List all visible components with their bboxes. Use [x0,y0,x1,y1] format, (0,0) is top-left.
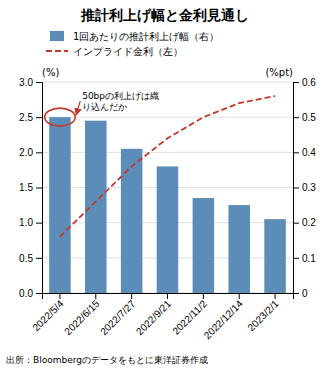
tick-label: 0.5 [19,253,33,264]
tick: 2.5 [19,112,42,123]
tick-label: 2022/7/27 [98,298,138,338]
tick-mark [36,82,42,83]
bars [49,117,286,293]
bar [121,149,143,293]
tick: 3.0 [19,77,42,88]
tick: 0.5 [19,253,42,264]
tick-label: 1.0 [19,217,33,228]
source: 出所：Bloombergのデータをもとに東洋証券作成 [6,355,208,365]
tick-label: 0.5 [302,112,316,123]
legend-label: 1回あたりの推計利上げ幅（右） [73,31,219,42]
tick-mark [36,223,42,224]
annotation-arrow [76,101,80,115]
tick-label: 1.5 [19,182,33,193]
tick: 1.0 [19,217,42,228]
grid-line [42,117,293,118]
axis-line [294,83,300,294]
tick: 0.2 [293,217,316,228]
bar [157,166,179,293]
tick-mark [59,293,60,299]
tick: 0.6 [293,77,316,88]
annotation-text: 50bpの利上げは織り込んだか [82,91,159,112]
tick-mark [293,152,299,153]
y-axis-label: (%) [42,67,59,78]
tick: 0.4 [293,147,316,158]
axis-line [36,83,43,294]
tick: 2022/6/15 [62,293,102,337]
legend-item: インプライド金利（左） [46,46,183,57]
line [60,96,275,237]
tick-mark [239,293,240,299]
tick-label: 0.2 [302,217,316,228]
tick: 2022/9/21 [134,293,174,337]
legend-item: 1回あたりの推計利上げ幅（右） [50,31,219,42]
y-axis: 0.0 0.5 1.0 1.5 2.0 2.5 3.0 [19,77,42,299]
y2-axis: 0 0.1 0.2 0.3 0.4 0.5 0.6 [293,77,316,299]
tick: 0.0 [19,288,42,299]
tick-mark [36,188,42,189]
highlight-ellipse [45,108,75,126]
bar [85,121,107,293]
tick-mark [36,152,42,153]
tick-mark [293,223,299,224]
tick-mark [275,293,276,299]
annotation: 50bpの利上げは織り込んだか [45,91,159,127]
tick-label: 2022/6/15 [62,298,102,338]
tick-label: 0.0 [19,288,33,299]
tick-mark [293,258,299,259]
tick: 2022/5/4 [30,293,66,333]
tick-mark [36,258,42,259]
tick-mark [293,188,299,189]
bar [49,117,71,293]
tick-mark [203,293,204,299]
tick: 2022/7/27 [98,293,138,337]
grid-line [42,152,293,153]
tick-label: 0 [302,288,308,299]
tick: 0.3 [293,182,316,193]
tick-label: 0.3 [302,182,316,193]
tick: 0.5 [293,112,316,123]
grid-line [42,82,293,83]
tick-label: 2023/2/1 [245,298,281,334]
tick-label: 0.6 [302,77,316,88]
tick: 2022/11/2 [170,293,209,337]
bar [228,205,250,293]
legend: 1回あたりの推計利上げ幅（右） インプライド金利（左） [46,31,219,57]
tick: 0.1 [293,253,316,264]
legend-swatch [50,31,64,41]
tick-label: 2.5 [19,112,33,123]
tick-mark [95,293,96,299]
tick-label: 2022/9/21 [134,298,174,338]
title: 推計利上げ幅と金利見通し [80,7,249,23]
bar [264,219,286,293]
bar [193,198,215,293]
tick-label: 2.0 [19,147,33,158]
marks [49,96,286,293]
tick: 0 [293,288,308,299]
axis-line [43,294,294,300]
tick: 2.0 [19,147,42,158]
chart: 0.0 0.5 1.0 1.5 2.0 2.5 3.0 0 0.1 0.2 0.3 0.4 0.5 0.6… [0,0,329,369]
tick-mark [167,293,168,299]
tick-label: 0.1 [302,253,316,264]
legend-label: インプライド金利（左） [73,46,183,57]
tick-mark [36,293,42,294]
tick-label: 0.4 [302,147,316,158]
tick-label: 2022/12/14 [202,298,245,341]
tick-label: 3.0 [19,77,33,88]
y2-axis-label: (%pt) [265,67,293,78]
x-axis: 2022/5/42022/6/152022/7/272022/9/212022/… [30,293,293,341]
plot: 0.0 0.5 1.0 1.5 2.0 2.5 3.0 0 0.1 0.2 0.3 0.4 0.5 0.6… [19,77,316,341]
tick-mark [293,117,299,118]
legend-swatch [46,50,68,52]
tick-mark [131,293,132,299]
grid [42,82,293,293]
tick-mark [293,82,299,83]
tick-mark [36,117,42,118]
tick: 1.5 [19,182,42,193]
tick-label: 2022/5/4 [30,298,66,334]
tick: 2022/12/14 [202,293,245,341]
tick: 2023/2/1 [245,293,281,333]
